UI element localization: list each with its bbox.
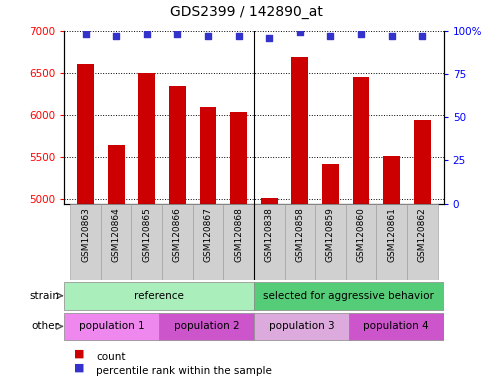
Point [143, 31, 151, 37]
Point [112, 33, 120, 39]
FancyBboxPatch shape [70, 204, 101, 280]
Point [387, 33, 395, 39]
Text: percentile rank within the sample: percentile rank within the sample [96, 366, 272, 376]
Point [265, 35, 273, 41]
Text: population 2: population 2 [174, 321, 239, 331]
Bar [383, 156, 400, 384]
Text: ■: ■ [74, 349, 84, 359]
Bar [77, 64, 94, 384]
Bar [139, 73, 155, 384]
Bar [261, 199, 278, 384]
FancyBboxPatch shape [101, 204, 132, 280]
FancyBboxPatch shape [223, 204, 254, 280]
Text: GSM120867: GSM120867 [204, 207, 212, 262]
Bar [107, 146, 125, 384]
Text: GSM120860: GSM120860 [356, 207, 365, 262]
FancyBboxPatch shape [64, 282, 254, 310]
FancyBboxPatch shape [254, 204, 284, 280]
Bar [352, 77, 369, 384]
Text: other: other [31, 321, 59, 331]
Text: GSM120864: GSM120864 [111, 207, 121, 262]
Text: strain: strain [29, 291, 59, 301]
Point [296, 30, 304, 36]
FancyBboxPatch shape [254, 313, 349, 340]
FancyBboxPatch shape [254, 282, 444, 310]
Point [235, 33, 243, 39]
Text: GSM120859: GSM120859 [326, 207, 335, 262]
Bar [200, 107, 216, 384]
Text: count: count [96, 352, 126, 362]
FancyBboxPatch shape [64, 313, 159, 340]
Text: GSM120863: GSM120863 [81, 207, 90, 262]
Text: GDS2399 / 142890_at: GDS2399 / 142890_at [170, 5, 323, 19]
FancyBboxPatch shape [132, 204, 162, 280]
FancyBboxPatch shape [284, 204, 315, 280]
Text: reference: reference [134, 291, 184, 301]
FancyBboxPatch shape [162, 204, 193, 280]
FancyBboxPatch shape [346, 204, 376, 280]
FancyBboxPatch shape [159, 313, 254, 340]
FancyBboxPatch shape [376, 204, 407, 280]
Text: GSM120868: GSM120868 [234, 207, 243, 262]
Point [81, 31, 89, 37]
Bar [291, 57, 308, 384]
Text: GSM120861: GSM120861 [387, 207, 396, 262]
Text: GSM120838: GSM120838 [265, 207, 274, 262]
Bar [414, 120, 431, 384]
Text: ■: ■ [74, 362, 84, 372]
Text: GSM120862: GSM120862 [418, 207, 427, 262]
Bar [230, 112, 247, 384]
Text: population 4: population 4 [363, 321, 429, 331]
Text: GSM120866: GSM120866 [173, 207, 182, 262]
Text: population 3: population 3 [269, 321, 334, 331]
Text: GSM120865: GSM120865 [142, 207, 151, 262]
Point [326, 33, 334, 39]
Text: GSM120858: GSM120858 [295, 207, 304, 262]
FancyBboxPatch shape [315, 204, 346, 280]
Point [174, 31, 181, 37]
Point [204, 33, 212, 39]
Text: population 1: population 1 [79, 321, 144, 331]
Bar [169, 86, 186, 384]
Point [357, 31, 365, 37]
Point [419, 33, 426, 39]
FancyBboxPatch shape [193, 204, 223, 280]
FancyBboxPatch shape [407, 204, 438, 280]
FancyBboxPatch shape [349, 313, 444, 340]
Text: selected for aggressive behavior: selected for aggressive behavior [263, 291, 434, 301]
Bar [322, 164, 339, 384]
